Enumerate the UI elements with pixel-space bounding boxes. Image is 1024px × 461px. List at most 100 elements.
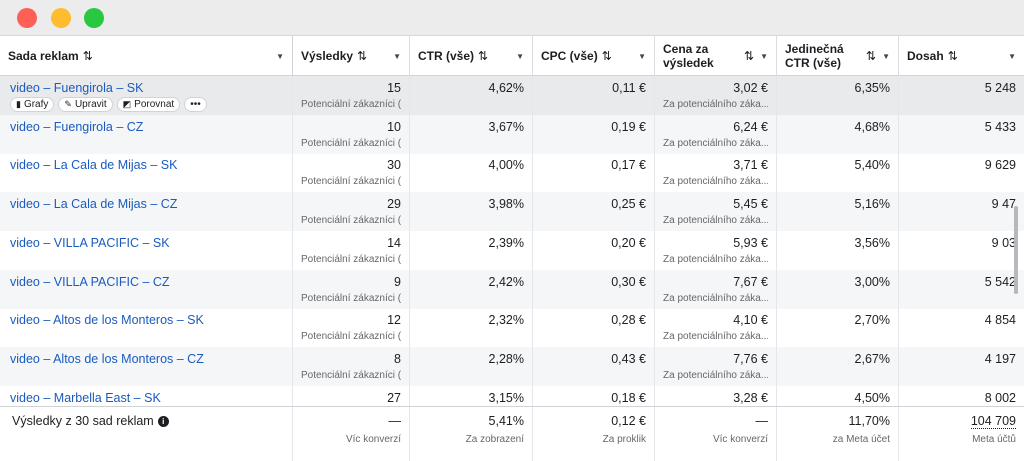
ad-set-name-link[interactable]: video – VILLA PACIFIC – CZ <box>10 274 170 289</box>
results-value: 27 <box>387 390 401 405</box>
ad-set-name-link[interactable]: video – La Cala de Mijas – CZ <box>10 197 178 212</box>
chevron-down-icon[interactable]: ▼ <box>516 51 524 61</box>
cpc-cell: 0,18 € <box>533 385 655 425</box>
chevron-down-icon[interactable]: ▼ <box>638 51 646 61</box>
column-label: Jedinečná CTR (vše) <box>785 42 844 70</box>
ad-set-name-link[interactable]: video – Marbella East – SK <box>10 390 161 405</box>
table-row[interactable]: video – La Cala de Mijas – CZ 29 Potenciál… <box>0 192 1024 232</box>
table-row[interactable]: video – Fuengirola – CZ 10 Potenciální zák… <box>0 114 1024 154</box>
table-row[interactable]: video – Altos de los Monteros – CZ 8 Poten… <box>0 346 1024 386</box>
compare-button[interactable]: ◩ Porovnat <box>116 97 181 112</box>
ad-set-name-link[interactable]: video – VILLA PACIFIC – SK <box>10 235 170 250</box>
cost-per-result-cell: 3,02 € Za potenciálního záka... <box>655 76 777 115</box>
ad-set-name-link[interactable]: video – Altos de los Monteros – CZ <box>10 351 204 366</box>
row-actions: ▮ Grafy ✎ Upravit ◩ Porovnat ••• <box>10 97 284 112</box>
cost-per-result-sublabel: Za potenciálního záka... <box>663 369 768 381</box>
window-titlebar <box>0 0 1024 36</box>
unique-ctr-cell: 3,56% <box>777 230 899 270</box>
reach-value: 9 629 <box>984 158 1016 173</box>
column-header-ctr[interactable]: CTR (vše) ⇅ ▼ <box>410 36 533 76</box>
results-value: 8 <box>394 351 401 366</box>
footer-ctr-sub: Za zobrazení <box>465 434 524 445</box>
results-cell: 27 <box>293 385 410 425</box>
ctr-cell: 2,42% <box>410 269 533 309</box>
ctr-value: 3,67% <box>488 119 524 134</box>
results-sublabel: Potenciální zákazníci (... <box>301 369 401 381</box>
ad-set-name-cell: video – Marbella East – SK <box>0 385 293 425</box>
ctr-cell: 4,00% <box>410 153 533 193</box>
ad-set-name-link[interactable]: video – La Cala de Mijas – SK <box>10 158 178 173</box>
column-header-cost-per-result[interactable]: Cena za výsledek ⇅ ▼ <box>655 36 777 76</box>
reach-value: 5 542 <box>984 274 1016 289</box>
cpc-value: 0,11 € <box>612 81 646 95</box>
unique-ctr-value: 5,16% <box>854 197 890 212</box>
chip-label: Upravit <box>74 99 107 110</box>
unique-ctr-value: 2,70% <box>854 313 890 328</box>
cost-per-result-value: 7,76 € <box>733 351 768 366</box>
info-icon[interactable]: i <box>157 415 169 427</box>
column-label: Výsledky <box>301 49 354 63</box>
chevron-down-icon[interactable]: ▼ <box>882 51 890 61</box>
chip-label: Porovnat <box>134 99 175 110</box>
column-header-reach[interactable]: Dosah ⇅ ▼ <box>899 36 1024 76</box>
ctr-value: 4,00% <box>488 158 524 173</box>
sort-icon[interactable]: ⇅ <box>601 49 612 63</box>
minimize-window-button[interactable] <box>51 8 71 28</box>
table-row[interactable]: video – VILLA PACIFIC – CZ 9 Potenciální z… <box>0 269 1024 309</box>
results-cell: 14 Potenciální zákazníci (... <box>293 230 410 270</box>
unique-ctr-cell: 3,00% <box>777 269 899 309</box>
cost-per-result-sublabel: Za potenciálního záka... <box>663 292 768 304</box>
ctr-cell: 2,28% <box>410 346 533 386</box>
table-row[interactable]: video – Fuengirola – SK ▮ Grafy ✎ Upravit ◩ Po… <box>0 76 1024 115</box>
vertical-scrollbar[interactable] <box>1014 206 1018 294</box>
chevron-down-icon[interactable]: ▼ <box>276 51 284 61</box>
footer-unique-ctr-sub: za Meta účet <box>832 434 890 445</box>
edit-button[interactable]: ✎ Upravit <box>58 97 113 112</box>
charts-button[interactable]: ▮ Grafy <box>10 97 55 112</box>
cost-per-result-cell: 6,24 € Za potenciálního záka... <box>655 114 777 154</box>
column-label: Sada reklam <box>8 49 79 63</box>
table-row[interactable]: video – Altos de los Monteros – SK 12 Pote… <box>0 308 1024 348</box>
cost-per-result-cell: 7,67 € Za potenciálního záka... <box>655 269 777 309</box>
reach-cell: 5 542 <box>899 270 1024 309</box>
sort-icon[interactable]: ⇅ <box>744 49 755 63</box>
table-row[interactable]: video – VILLA PACIFIC – SK 14 Potenciální … <box>0 230 1024 270</box>
footer-results-sub: Víc konverzí <box>345 434 401 445</box>
close-window-button[interactable] <box>17 8 37 28</box>
results-value: 29 <box>387 197 401 212</box>
cpc-cell: 0,19 € <box>533 114 655 154</box>
sort-icon[interactable]: ⇅ <box>357 49 368 63</box>
footer-title-text: Výsledky z 30 sad reklam <box>12 414 154 428</box>
cpc-cell: 0,20 € <box>533 230 655 270</box>
cost-per-result-sublabel: Za potenciálního záka... <box>663 331 768 343</box>
sort-icon[interactable]: ⇅ <box>82 49 93 63</box>
column-header-ad-set[interactable]: Sada reklam ⇅ ▼ <box>0 36 293 76</box>
more-options-button[interactable]: ••• <box>184 97 207 112</box>
cost-per-result-cell: 5,45 € Za potenciálního záka... <box>655 192 777 232</box>
column-header-cpc[interactable]: CPC (vše) ⇅ ▼ <box>533 36 655 76</box>
table-row[interactable]: video – La Cala de Mijas – SK 30 Potenciál… <box>0 153 1024 193</box>
column-header-results[interactable]: Výsledky ⇅ ▼ <box>293 36 410 76</box>
results-value: 9 <box>394 274 401 289</box>
ad-set-name-link[interactable]: video – Altos de los Monteros – SK <box>10 313 204 328</box>
ad-set-name-link[interactable]: video – Fuengirola – CZ <box>10 119 144 134</box>
ctr-cell: 3,67% <box>410 114 533 154</box>
column-label: Cena za výsledek <box>663 42 714 70</box>
results-sublabel: Potenciální zákazníci (... <box>301 99 401 110</box>
cpc-cell: 0,30 € <box>533 269 655 309</box>
column-label: CTR (vše) <box>418 49 475 63</box>
table-row[interactable]: video – Marbella East – SK 27 3,15% 0,18 € 3… <box>0 385 1024 425</box>
sort-icon[interactable]: ⇅ <box>947 49 958 63</box>
column-header-unique-ctr[interactable]: Jedinečná CTR (vše) ⇅ ▼ <box>777 36 899 76</box>
chevron-down-icon[interactable]: ▼ <box>393 51 401 61</box>
footer-cpc-value: 0,12 € <box>611 414 646 428</box>
ad-set-name-link[interactable]: video – Fuengirola – SK <box>10 81 144 95</box>
chevron-down-icon[interactable]: ▼ <box>760 51 768 61</box>
sort-icon[interactable]: ⇅ <box>866 49 877 63</box>
maximize-window-button[interactable] <box>84 8 104 28</box>
sort-icon[interactable]: ⇅ <box>478 49 489 63</box>
ctr-cell: 3,98% <box>410 192 533 232</box>
chevron-down-icon[interactable]: ▼ <box>1008 51 1016 61</box>
results-sublabel: Potenciální zákazníci (... <box>301 331 401 343</box>
